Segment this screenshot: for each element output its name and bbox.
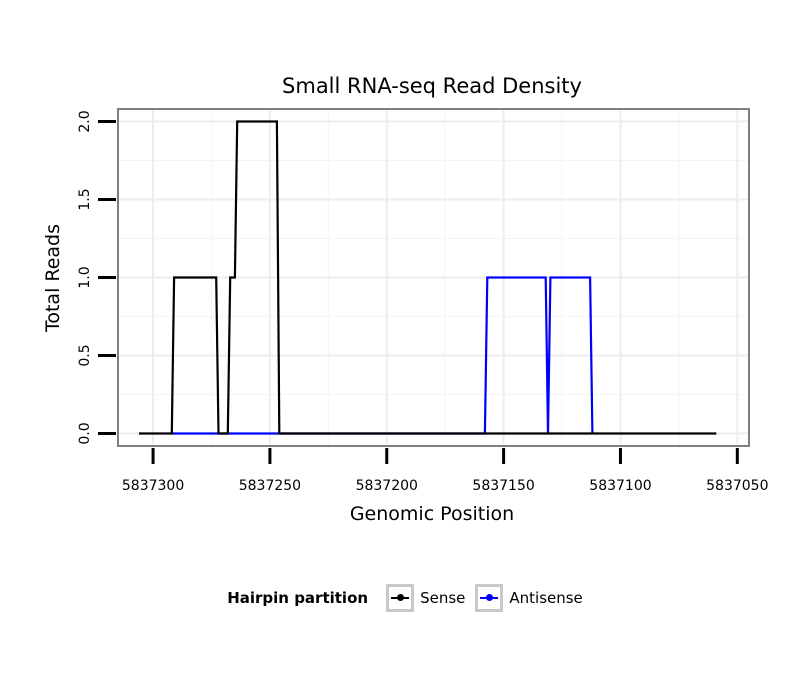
legend-title: Hairpin partition <box>227 589 369 607</box>
x-tick-label: 5837100 <box>589 478 651 494</box>
x-tick-label: 5837050 <box>706 478 768 494</box>
legend-key-sense <box>386 584 415 612</box>
chart-title: Small RNA-seq Read Density <box>282 74 582 98</box>
legend: Hairpin partition Sense Antisense <box>0 577 810 619</box>
legend-label-antisense: Antisense <box>509 589 583 607</box>
x-axis-label: Genomic Position <box>350 503 514 525</box>
x-tick-label: 5837150 <box>472 478 534 494</box>
y-tick-label: 0.0 <box>77 422 93 444</box>
legend-key-antisense <box>475 584 504 612</box>
series-line-sense <box>139 120 717 435</box>
legend-dot-antisense <box>486 594 494 601</box>
y-tick-label: 2.0 <box>77 110 93 132</box>
legend-item-antisense: Antisense <box>475 584 583 612</box>
y-axis: 0.0 0.5 1.0 1.5 2.0 <box>77 110 116 445</box>
x-tick-label: 5837250 <box>239 478 301 494</box>
read-density-chart: Small RNA-seq Read Density 5837300 583725… <box>42 74 768 525</box>
series-layer <box>139 120 717 435</box>
plot-panel-border <box>117 108 750 447</box>
y-tick-label: 1.0 <box>77 266 93 288</box>
x-tick-label: 5837300 <box>122 478 184 494</box>
y-tick-label: 0.5 <box>77 344 93 366</box>
legend-dot-sense <box>397 594 405 601</box>
legend-label-sense: Sense <box>420 589 466 607</box>
y-axis-label: Total Reads <box>42 224 64 333</box>
legend-item-sense: Sense <box>386 584 465 612</box>
x-tick-label: 5837200 <box>356 478 418 494</box>
x-axis: 5837300 5837250 5837200 5837150 5837100 58370… <box>122 448 768 494</box>
y-tick-label: 1.5 <box>77 188 93 210</box>
